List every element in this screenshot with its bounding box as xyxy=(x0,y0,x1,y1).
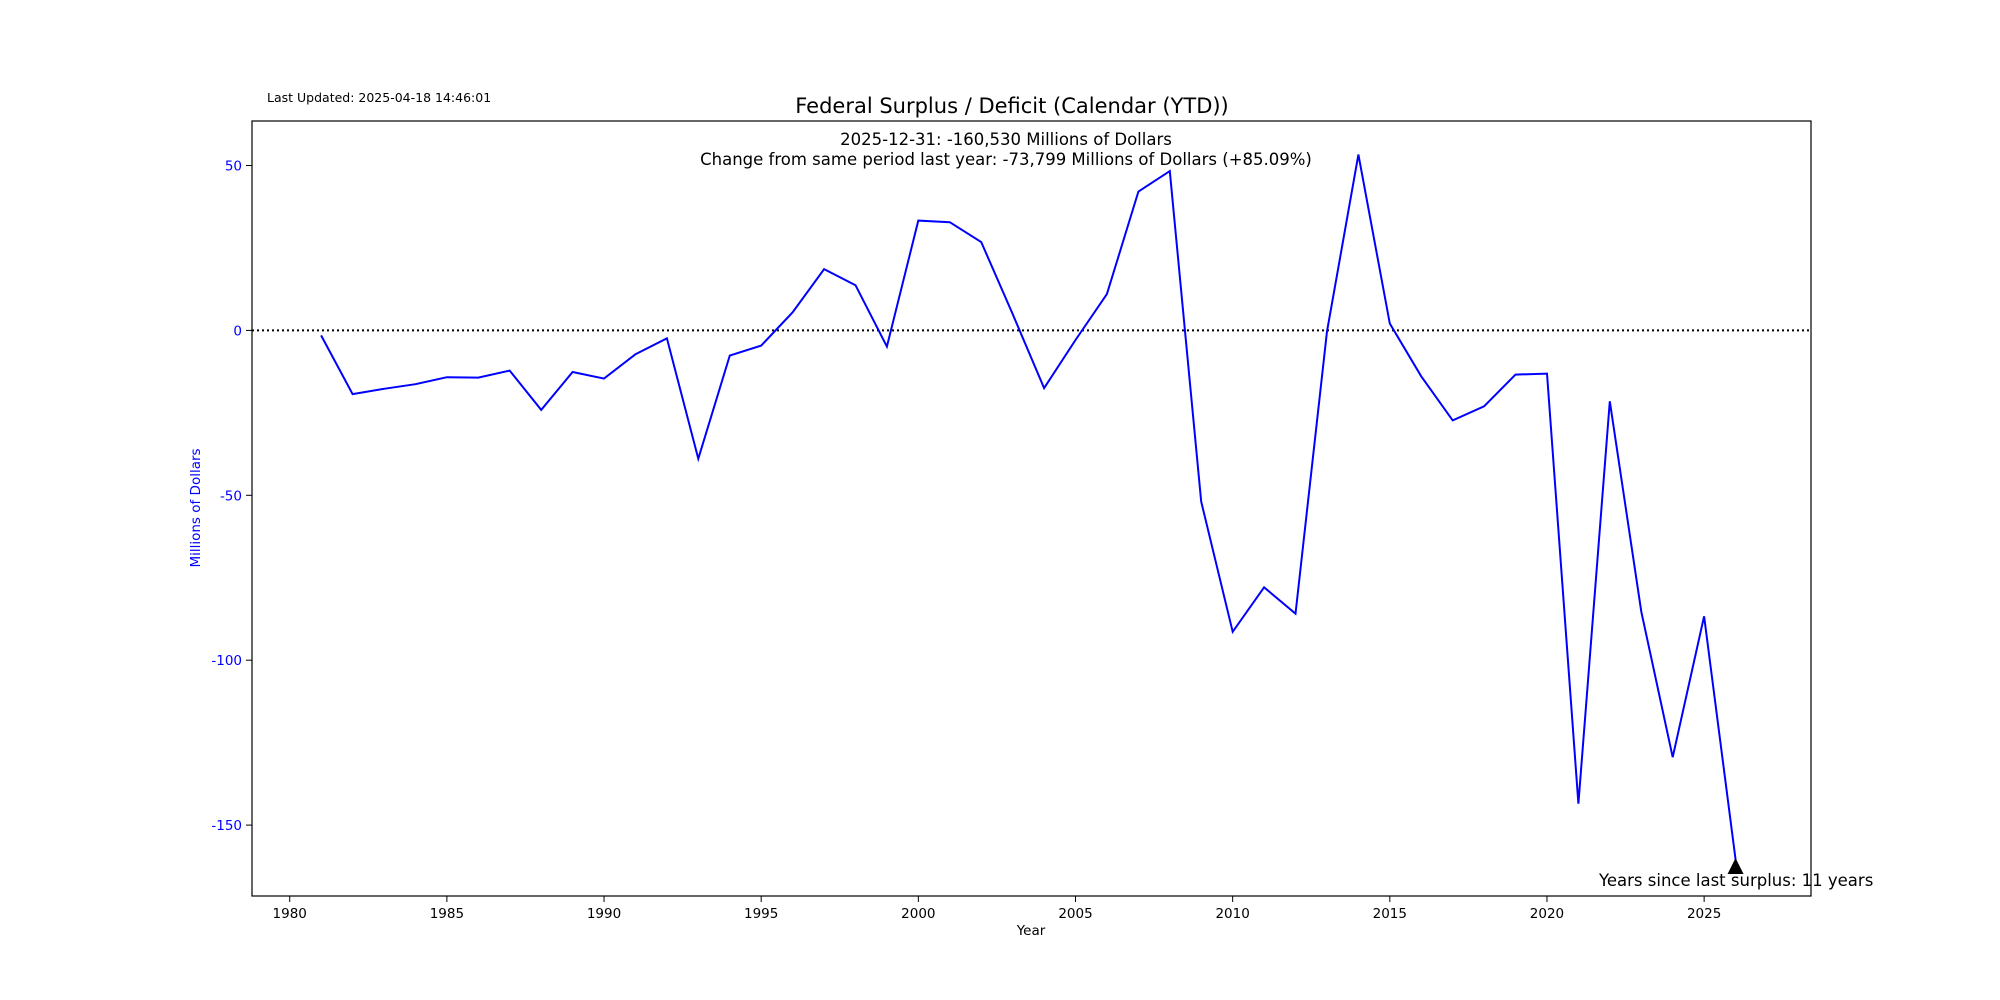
x-axis-label: Year xyxy=(1016,923,1046,939)
y-axis-label: Millions of Dollars xyxy=(188,448,204,567)
x-axis: 1980 1985 1990 1995 2000 2005 2010 2015 2020 2025 xyxy=(273,896,1721,922)
chart-title: Federal Surplus / Deficit (Calendar (YTD… xyxy=(795,94,1229,118)
info-line-1: 2025-12-31: -160,530 Millions of Dollars xyxy=(840,130,1172,149)
x-tick-label: 2005 xyxy=(1058,906,1092,922)
x-tick-label: 2020 xyxy=(1530,906,1564,922)
x-tick-label: 1995 xyxy=(744,906,778,922)
x-tick-label: 1985 xyxy=(430,906,464,922)
last-updated: Last Updated: 2025-04-18 14:46:01 xyxy=(267,90,491,105)
surplus-annotation: Years since last surplus: 11 years xyxy=(1598,871,1873,890)
end-marker xyxy=(1727,857,1744,874)
plot-area xyxy=(251,120,1812,897)
x-tick-label: 2015 xyxy=(1373,906,1407,922)
x-tick-label: 2000 xyxy=(901,906,935,922)
x-tick-label: 1990 xyxy=(587,906,621,922)
info-line-2: Change from same period last year: -73,7… xyxy=(700,150,1312,169)
x-tick-label: 2025 xyxy=(1687,906,1721,922)
y-axis: -150 -100 -50 0 50 xyxy=(211,159,252,834)
y-tick-label: -150 xyxy=(211,818,242,834)
y-tick-label: 50 xyxy=(225,159,242,175)
y-tick-label: 0 xyxy=(233,323,242,339)
x-tick-label: 1980 xyxy=(273,906,307,922)
x-tick-label: 2010 xyxy=(1215,906,1249,922)
series-line xyxy=(320,154,1737,860)
y-tick-label: -100 xyxy=(211,653,242,669)
y-tick-label: -50 xyxy=(220,488,242,504)
